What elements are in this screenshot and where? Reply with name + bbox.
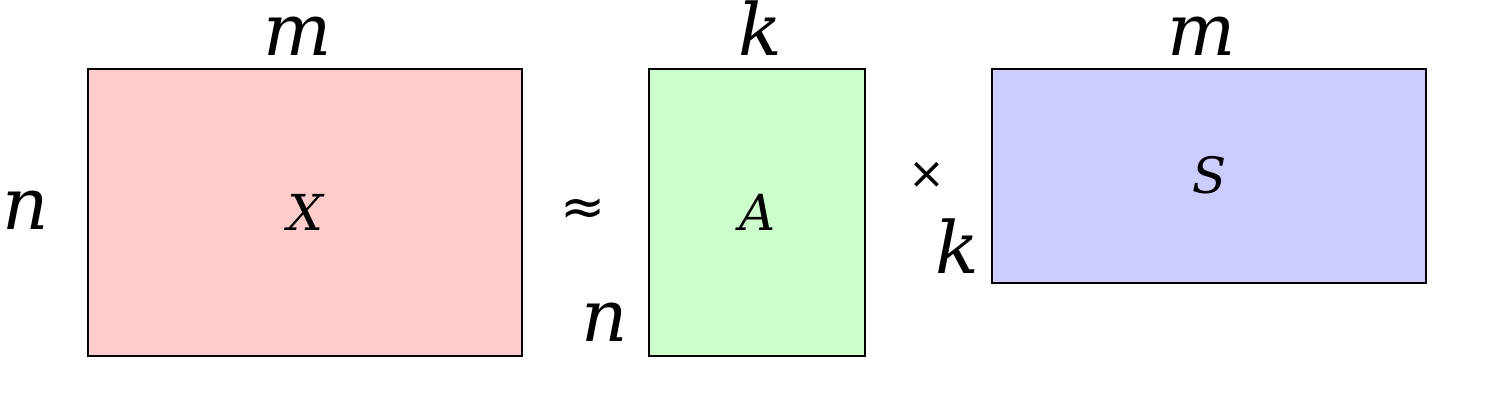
s-rows-label: k [935,212,979,284]
s-cols-label: m [1167,0,1235,66]
x-rows-label: n [2,168,48,240]
a-rows-label: n [581,280,627,352]
matrix-s-box: S [991,68,1427,284]
matrix-x-box: X [87,68,523,357]
times-symbol: × [908,152,945,196]
x-cols-label: m [263,0,331,66]
matrix-s-label: S [1192,151,1226,201]
matrix-a-box: A [648,68,866,357]
matrix-x-label: X [287,188,323,238]
approx-symbol: ≈ [560,180,605,234]
matrix-a-label: A [739,188,775,238]
a-cols-label: k [738,0,782,66]
